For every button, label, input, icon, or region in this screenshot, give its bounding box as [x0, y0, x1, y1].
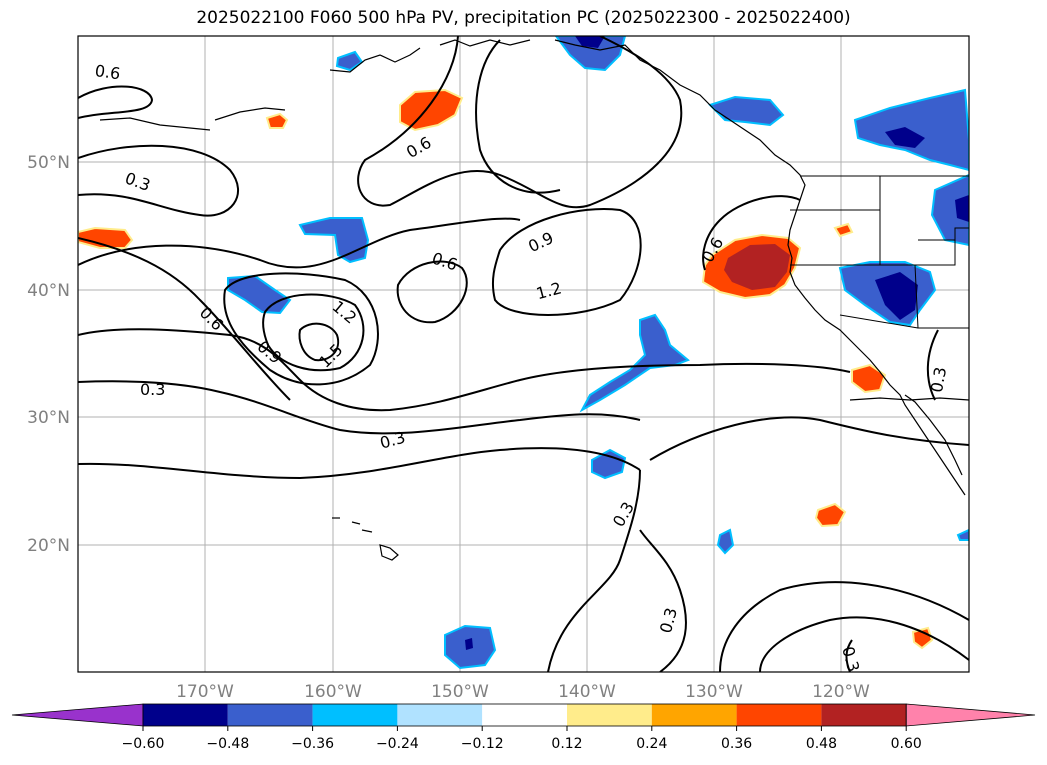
colorbar-segment [312, 704, 398, 726]
lon-labels: 170°W 160°W 150°W 140°W 130°W 120°W [176, 682, 870, 702]
colorbar-segment [651, 704, 737, 726]
colorbar-tick-label: 0.60 [891, 736, 922, 752]
colorbar-segment [736, 704, 822, 726]
colorbar-tick-label: −0.36 [291, 736, 334, 752]
lat-label: 20°N [27, 536, 70, 556]
lat-labels: 50°N 40°N 30°N 20°N [27, 153, 70, 556]
coastlines [99, 39, 969, 561]
lat-label: 30°N [27, 408, 70, 428]
colorbar-segment [397, 704, 483, 726]
colorbar-tick-label: −0.48 [206, 736, 249, 752]
map-title: 2025022100 F060 500 hPa PV, precipitatio… [196, 8, 851, 28]
precip-positive-patches [78, 88, 934, 650]
colorbar-segment [482, 704, 567, 726]
map-frame [77, 35, 970, 673]
colorbar-segment [567, 704, 652, 726]
colorbar-segment [227, 704, 313, 726]
lon-label: 160°W [304, 682, 362, 702]
pv-contours [78, 36, 969, 672]
colorbar-tick-label: −0.12 [461, 736, 504, 752]
gridlines [78, 36, 969, 672]
lon-label: 150°W [431, 682, 489, 702]
colorbar-extend-min [11, 703, 144, 727]
colorbar-tick-label: −0.60 [122, 736, 165, 752]
map-background [78, 36, 969, 672]
colorbar-tick-label: 0.36 [721, 736, 752, 752]
lon-label: 120°W [812, 682, 870, 702]
colorbar-extend-max [905, 703, 1036, 727]
precip-negative-patches [227, 36, 969, 670]
colorbar: −0.60 −0.48 −0.36 −0.24 −0.12 0.12 0.24 0.36 0.4… [11, 703, 1036, 752]
colorbar-tick-label: −0.24 [376, 736, 419, 752]
state-borders [790, 175, 969, 329]
contour-label: 0.3 [140, 380, 165, 399]
colorbar-outline [142, 703, 907, 727]
lon-label: 140°W [558, 682, 616, 702]
contour-label: 0.3 [927, 366, 950, 394]
lon-label: 170°W [176, 682, 234, 702]
colorbar-tick-label: 0.48 [806, 736, 837, 752]
colorbar-segment [143, 704, 228, 726]
lat-label: 50°N [27, 153, 70, 173]
lon-label: 130°W [685, 682, 743, 702]
colorbar-segment [821, 704, 907, 726]
lat-label: 40°N [27, 281, 70, 301]
colorbar-tick-label: 0.12 [551, 736, 582, 752]
contour-label: 0.6 [94, 61, 122, 83]
colorbar-tick-label: 0.24 [636, 736, 667, 752]
